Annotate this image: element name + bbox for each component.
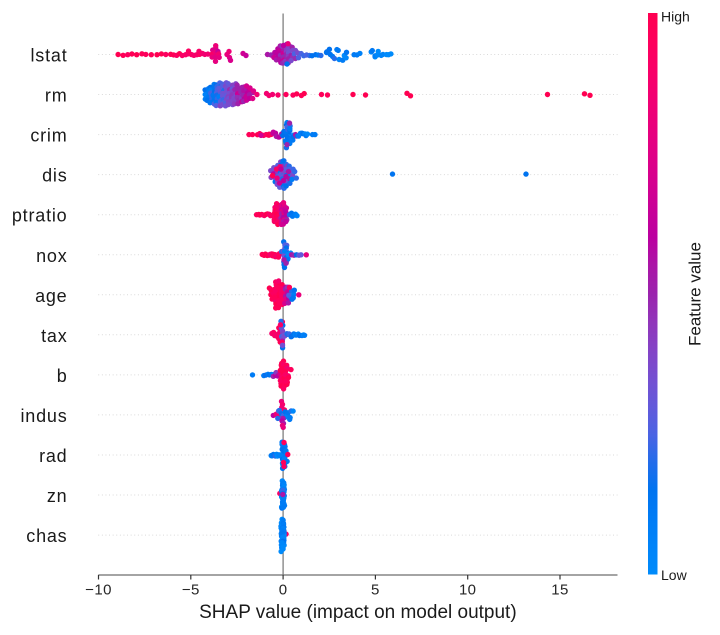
svg-text:Feature value: Feature value xyxy=(686,242,705,346)
svg-text:tax: tax xyxy=(41,326,67,346)
svg-text:age: age xyxy=(35,286,67,306)
svg-text:lstat: lstat xyxy=(30,46,67,66)
svg-text:0: 0 xyxy=(279,582,288,599)
svg-text:ptratio: ptratio xyxy=(12,206,68,226)
svg-text:rm: rm xyxy=(45,86,68,106)
svg-text:b: b xyxy=(57,366,68,386)
svg-text:crim: crim xyxy=(30,126,67,146)
svg-text:zn: zn xyxy=(47,486,68,506)
svg-text:SHAP value (impact on model ou: SHAP value (impact on model output) xyxy=(199,602,517,623)
svg-text:High: High xyxy=(661,9,690,25)
svg-text:chas: chas xyxy=(26,526,67,546)
svg-text:rad: rad xyxy=(39,446,67,466)
svg-text:15: 15 xyxy=(551,582,569,599)
svg-text:−5: −5 xyxy=(182,582,200,599)
svg-text:nox: nox xyxy=(36,246,67,266)
svg-text:−10: −10 xyxy=(85,582,112,599)
svg-text:indus: indus xyxy=(20,406,67,426)
svg-text:dis: dis xyxy=(42,166,67,186)
svg-text:Low: Low xyxy=(661,567,688,583)
svg-text:5: 5 xyxy=(371,582,380,599)
svg-text:10: 10 xyxy=(459,582,477,599)
